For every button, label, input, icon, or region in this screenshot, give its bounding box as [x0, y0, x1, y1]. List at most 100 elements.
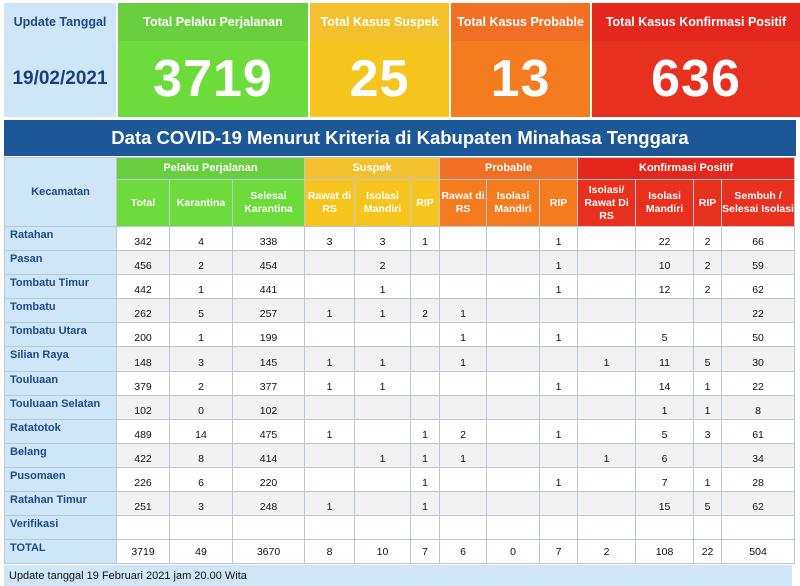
table-row: Verifikasi — [4, 515, 796, 541]
table-cell — [354, 394, 412, 420]
column-header: Selesai Karantina — [231, 179, 306, 227]
table-cell — [410, 515, 441, 541]
table-row: Ratahan 342 4 338 3 3 1 1 22 2 66 — [4, 225, 796, 252]
table-cell: 1 — [693, 394, 723, 420]
table-cell: 2 — [354, 250, 412, 276]
konfirmasi-card: Total Kasus Konfirmasi Positif 636 — [592, 3, 800, 117]
table-cell: 422 — [116, 442, 170, 468]
table-row: Touluaan Selatan 102 0 102 1 1 8 — [4, 394, 796, 420]
table-cell — [693, 442, 723, 468]
table-cell: 62 — [721, 274, 796, 300]
konfirmasi-label: Total Kasus Konfirmasi Positif — [592, 3, 800, 41]
table-cell — [439, 491, 488, 517]
table-cell — [354, 515, 412, 541]
table-cell — [439, 225, 488, 252]
table-cell: 10 — [354, 539, 412, 565]
table-cell: 1 — [539, 250, 579, 276]
column-header: Sembuh / Selesai Isolasi — [721, 179, 796, 227]
table-cell: 1 — [410, 466, 441, 493]
table-cell — [439, 250, 488, 276]
table-cell: 1 — [410, 418, 441, 444]
table-cell: 1 — [304, 418, 356, 444]
table-cell: 1 — [539, 370, 579, 396]
table-row: Pasan 456 2 454 2 1 10 2 59 — [4, 250, 796, 276]
table-cell: 22 — [721, 298, 796, 324]
table-cell: 8 — [721, 394, 796, 420]
probable-card: Total Kasus Probable 13 — [451, 3, 590, 117]
table-cell: 5 — [635, 322, 695, 348]
table-cell: 8 — [304, 539, 356, 565]
table-row: Tombatu Timur 442 1 441 1 1 12 2 62 — [4, 274, 796, 300]
table-cell: 0 — [169, 394, 233, 420]
table-cell: 251 — [116, 491, 170, 517]
table-cell: 6 — [169, 466, 233, 493]
table-cell: 66 — [721, 225, 796, 252]
table-cell — [539, 515, 579, 541]
table-cell: 28 — [721, 466, 796, 493]
column-header: Rawat di RS — [439, 179, 488, 227]
table-row: Pusomaen 226 6 220 1 1 7 1 28 — [4, 466, 796, 493]
table-cell: 0 — [486, 539, 541, 565]
table-cell — [304, 442, 356, 468]
table-row: Ratahan Timur 251 3 248 1 1 15 5 62 — [4, 491, 796, 517]
update-date: 19/02/2021 — [4, 41, 116, 117]
kecamatan-name: Belang — [4, 442, 117, 468]
table-cell: 220 — [231, 466, 306, 493]
table-cell — [577, 250, 637, 276]
table-cell — [410, 274, 441, 300]
table-row: Silian Raya 148 3 145 1 1 1 1 11 5 30 — [4, 346, 796, 372]
table-cell: 1 — [354, 370, 412, 396]
table-cell — [539, 394, 579, 420]
table-cell: 504 — [721, 539, 796, 565]
table-cell — [304, 466, 356, 493]
table-cell: 8 — [169, 442, 233, 468]
table-cell — [577, 491, 637, 517]
table-cell: 3 — [693, 418, 723, 444]
table-cell — [231, 515, 306, 541]
table-cell: 6 — [635, 442, 695, 468]
table-cell — [410, 394, 441, 420]
table-cell — [486, 322, 541, 348]
kecamatan-name: Silian Raya — [4, 346, 117, 372]
column-header: RIP — [539, 179, 579, 227]
table-cell — [539, 346, 579, 372]
table-cell: 1 — [539, 418, 579, 444]
table-cell: 226 — [116, 466, 170, 493]
column-header: Isolasi Mandiri — [354, 179, 412, 227]
table-cell — [116, 515, 170, 541]
table-cell: 22 — [635, 225, 695, 252]
table-cell — [635, 515, 695, 541]
table-cell: 456 — [116, 250, 170, 276]
summary-panel: Update Tanggal 19/02/2021 Total Pelaku P… — [4, 3, 800, 117]
table-cell — [577, 515, 637, 541]
table-cell — [539, 298, 579, 324]
table-cell — [539, 491, 579, 517]
footer-note: Update tanggal 19 Februari 2021 jam 20.0… — [4, 565, 792, 586]
table-cell: 2 — [169, 250, 233, 276]
table-cell: 59 — [721, 250, 796, 276]
table-cell: 377 — [231, 370, 306, 396]
table-cell — [539, 442, 579, 468]
table-cell — [439, 394, 488, 420]
column-header: RIP — [693, 179, 723, 227]
pelaku-label: Total Pelaku Perjalanan — [118, 3, 308, 41]
table-cell — [354, 466, 412, 493]
table-cell: 1 — [439, 322, 488, 348]
kecamatan-name: Pasan — [4, 250, 117, 276]
table-cell — [577, 298, 637, 324]
page-title: Data COVID-19 Menurut Kriteria di Kabupa… — [4, 120, 796, 156]
table-cell — [169, 515, 233, 541]
table-cell — [693, 298, 723, 324]
table-cell: 1 — [304, 346, 356, 372]
table-cell: 102 — [116, 394, 170, 420]
table-cell — [635, 298, 695, 324]
table-cell: 1 — [439, 298, 488, 324]
table-cell: 62 — [721, 491, 796, 517]
table-cell — [486, 346, 541, 372]
pelaku-value: 3719 — [118, 41, 308, 117]
table-cell: 1 — [354, 298, 412, 324]
table-cell — [693, 322, 723, 348]
table-cell: 145 — [231, 346, 306, 372]
table-cell — [577, 418, 637, 444]
